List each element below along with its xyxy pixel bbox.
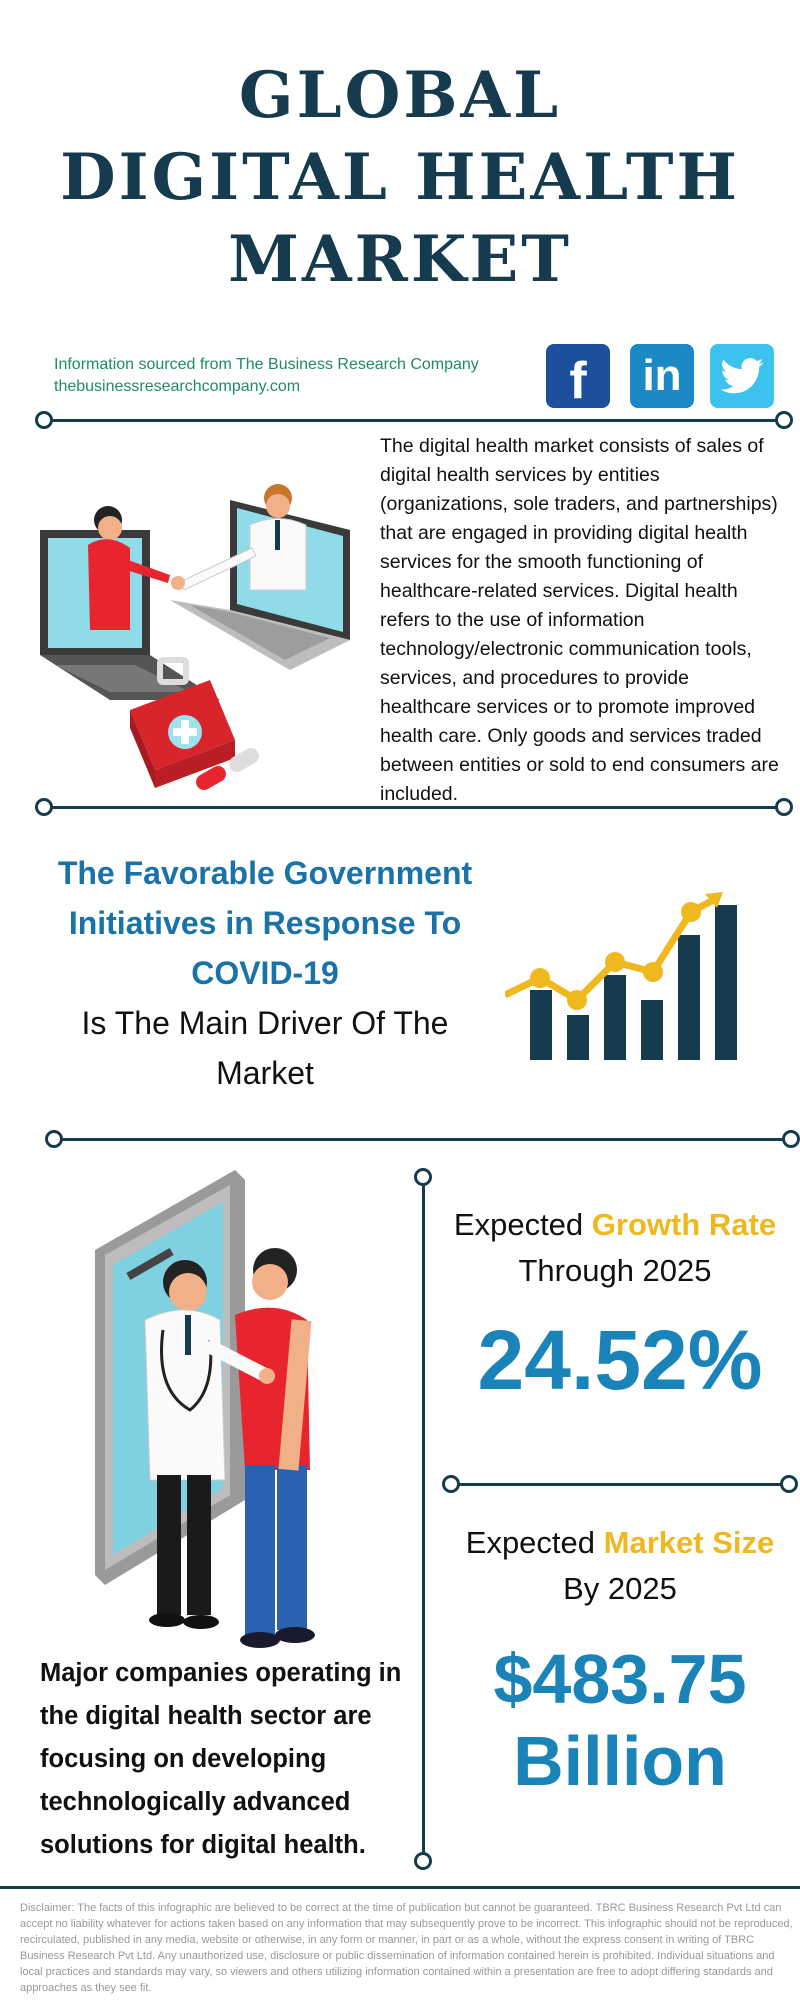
growth-rate-title: Expected Growth Rate xyxy=(435,1202,795,1248)
linkedin-glyph: in xyxy=(642,351,682,400)
divider-dot xyxy=(775,411,793,429)
market-size-period: By 2025 xyxy=(563,1571,677,1606)
divider-dot xyxy=(775,798,793,816)
growth-rate-value: 24.52% xyxy=(477,1313,763,1407)
divider-dot xyxy=(442,1475,460,1493)
source-url[interactable]: thebusinessresearchcompany.com xyxy=(54,378,301,395)
linkedin-icon[interactable]: in xyxy=(630,344,694,408)
divider-dot xyxy=(780,1475,798,1493)
disclaimer: Disclaimer: The facts of this infographi… xyxy=(20,1902,793,1994)
companies-statement: Major companies operating in the digital… xyxy=(40,1659,402,1859)
vertical-divider xyxy=(422,1185,425,1855)
phone-doctor-illustration xyxy=(95,1170,315,1648)
twitter-icon[interactable] xyxy=(710,344,774,408)
divider-dot xyxy=(35,798,53,816)
driver-plain-line-1: Is The Main Driver Of The xyxy=(81,1005,449,1041)
market-size-prefix: Expected xyxy=(465,1525,596,1560)
market-size-highlight: Market Size xyxy=(603,1525,775,1560)
driver-highlight-line-2: Initiatives in Response To xyxy=(68,905,462,941)
market-driver: The Favorable Government Initiatives in … xyxy=(40,848,490,1098)
title-line-1: GLOBAL xyxy=(238,58,562,133)
market-description: The digital health market consists of sa… xyxy=(380,435,779,805)
growth-rate-period: Through 2025 xyxy=(518,1253,712,1288)
divider-top xyxy=(44,419,784,422)
title-line-3: MARKET xyxy=(228,222,572,297)
title-line-2: DIGITAL HEALTH xyxy=(60,140,740,215)
divider-dot xyxy=(45,1130,63,1148)
driver-plain-line-2: Market xyxy=(216,1055,314,1091)
page-title: GLOBAL DIGITAL HEALTH MARKET xyxy=(0,55,800,301)
market-size-value: $483.75 Billion xyxy=(440,1638,800,1802)
facebook-icon[interactable]: f xyxy=(546,344,610,410)
divider-dot xyxy=(414,1168,432,1186)
driver-highlight-line-3: COVID-19 xyxy=(191,955,339,991)
divider-dot xyxy=(782,1130,800,1148)
market-size-label: Expected Market Size By 2025 xyxy=(440,1520,800,1612)
market-size-unit: Billion xyxy=(513,1722,727,1800)
twitter-bird-icon xyxy=(720,358,764,394)
driver-highlight-line-1: The Favorable Government xyxy=(57,855,473,891)
divider-dot xyxy=(414,1852,432,1870)
source-info: Information sourced from The Business Re… xyxy=(54,354,479,398)
divider-lower xyxy=(55,1138,795,1141)
growth-chart-icon xyxy=(505,892,737,1060)
telehealth-laptops-illustration xyxy=(40,484,350,790)
growth-rate-label: Expected Growth Rate Through 2025 xyxy=(435,1202,795,1294)
source-text: Information sourced from The Business Re… xyxy=(54,356,479,373)
facebook-glyph: f xyxy=(569,352,587,410)
market-size-amount: $483.75 xyxy=(493,1640,747,1718)
divider-mid xyxy=(44,806,784,809)
divider-stats xyxy=(452,1483,792,1486)
growth-rate-highlight: Growth Rate xyxy=(591,1207,777,1242)
divider-dot xyxy=(35,411,53,429)
growth-rate-prefix: Expected xyxy=(453,1207,584,1242)
market-size-title: Expected Market Size xyxy=(440,1520,800,1566)
divider-bottom xyxy=(0,1886,800,1889)
